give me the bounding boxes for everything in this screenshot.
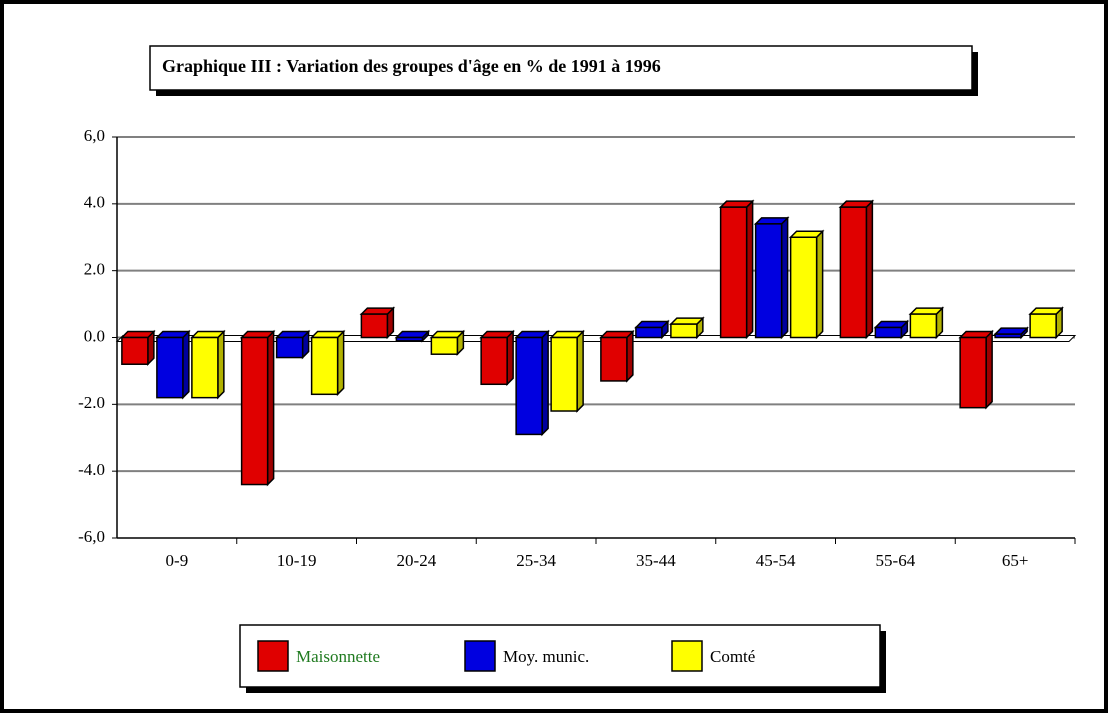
y-tick-label: 4.0 xyxy=(84,193,105,212)
bar-top xyxy=(669,317,705,325)
x-tick-label: 65+ xyxy=(1002,551,1029,570)
bar xyxy=(754,223,783,339)
bar-top xyxy=(1028,307,1064,315)
bar-top xyxy=(479,330,515,339)
bar xyxy=(839,206,868,339)
bar xyxy=(1029,313,1057,339)
x-tick-label: 0-9 xyxy=(166,551,189,570)
bar-side xyxy=(336,329,345,397)
bar xyxy=(719,206,748,339)
y-tick-label: 6,0 xyxy=(84,126,105,145)
y-tick-label: 2.0 xyxy=(84,260,105,279)
bar xyxy=(994,333,1022,339)
bar-top xyxy=(120,330,156,339)
bar xyxy=(909,313,938,339)
bar xyxy=(156,336,184,399)
legend-label: Comté xyxy=(710,647,755,666)
bar-top xyxy=(359,307,396,315)
x-tick-label: 35-44 xyxy=(636,551,676,570)
bar-top xyxy=(838,200,875,208)
bar-top xyxy=(599,330,635,339)
bar-side xyxy=(541,329,549,437)
bar-side xyxy=(576,329,584,413)
bar-side xyxy=(266,329,275,487)
bar-top xyxy=(239,330,276,339)
bar xyxy=(480,336,508,386)
bar xyxy=(515,336,543,436)
bar xyxy=(430,336,459,355)
bar xyxy=(550,336,578,412)
bar-side xyxy=(182,329,190,400)
bar-top xyxy=(190,330,226,339)
legend-box xyxy=(239,624,881,688)
bar-side xyxy=(626,329,634,383)
bar-side xyxy=(815,229,824,340)
bar xyxy=(395,336,424,342)
bar-side xyxy=(745,199,754,340)
bar xyxy=(670,323,698,339)
bar-side xyxy=(506,329,514,387)
legend-swatch xyxy=(464,640,496,672)
bar-top xyxy=(274,330,311,339)
y-tick-label: -2.0 xyxy=(78,393,105,412)
legend-label: Maisonnette xyxy=(296,647,380,666)
bar xyxy=(191,336,219,399)
bar-top xyxy=(718,200,755,208)
bar-top xyxy=(908,307,945,315)
bar xyxy=(874,326,903,339)
bar-top xyxy=(394,330,431,339)
x-tick-label: 55-64 xyxy=(876,551,916,570)
y-tick-label: 0.0 xyxy=(84,326,105,345)
bar xyxy=(360,313,389,339)
bar-top xyxy=(549,330,585,339)
legend-swatch xyxy=(671,640,703,672)
bar-top xyxy=(958,330,994,339)
title-box xyxy=(149,45,973,91)
bar-top xyxy=(429,330,466,339)
bar-side xyxy=(780,216,789,340)
chart-title: Graphique III : Variation des groupes d'… xyxy=(162,56,661,76)
bar-top xyxy=(634,320,670,329)
bar xyxy=(275,336,304,359)
bar xyxy=(600,336,628,382)
bar-top xyxy=(873,320,910,329)
bar-top xyxy=(514,330,550,339)
x-tick-label: 25-34 xyxy=(516,551,556,570)
x-tick-label: 10-19 xyxy=(277,551,317,570)
x-tick-label: 20-24 xyxy=(397,551,437,570)
bar-side xyxy=(865,199,874,340)
legend-label: Moy. munic. xyxy=(503,647,589,666)
bar-side xyxy=(217,329,225,400)
bar-top xyxy=(788,230,825,238)
bar xyxy=(789,236,818,339)
bar-side xyxy=(985,329,993,410)
bar xyxy=(635,326,663,339)
bar-top xyxy=(753,217,790,225)
legend-swatch xyxy=(257,640,289,672)
bar-top xyxy=(309,330,346,339)
x-tick-label: 45-54 xyxy=(756,551,796,570)
bar xyxy=(121,336,149,365)
y-tick-label: -6,0 xyxy=(78,527,105,546)
bar xyxy=(310,336,339,396)
y-tick-label: -4.0 xyxy=(78,460,105,479)
bar-top xyxy=(993,327,1029,335)
bar xyxy=(240,336,269,486)
bar-top xyxy=(155,330,191,339)
bar xyxy=(959,336,987,409)
